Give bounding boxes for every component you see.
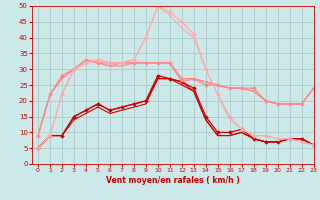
X-axis label: Vent moyen/en rafales ( km/h ): Vent moyen/en rafales ( km/h ) <box>106 176 240 185</box>
